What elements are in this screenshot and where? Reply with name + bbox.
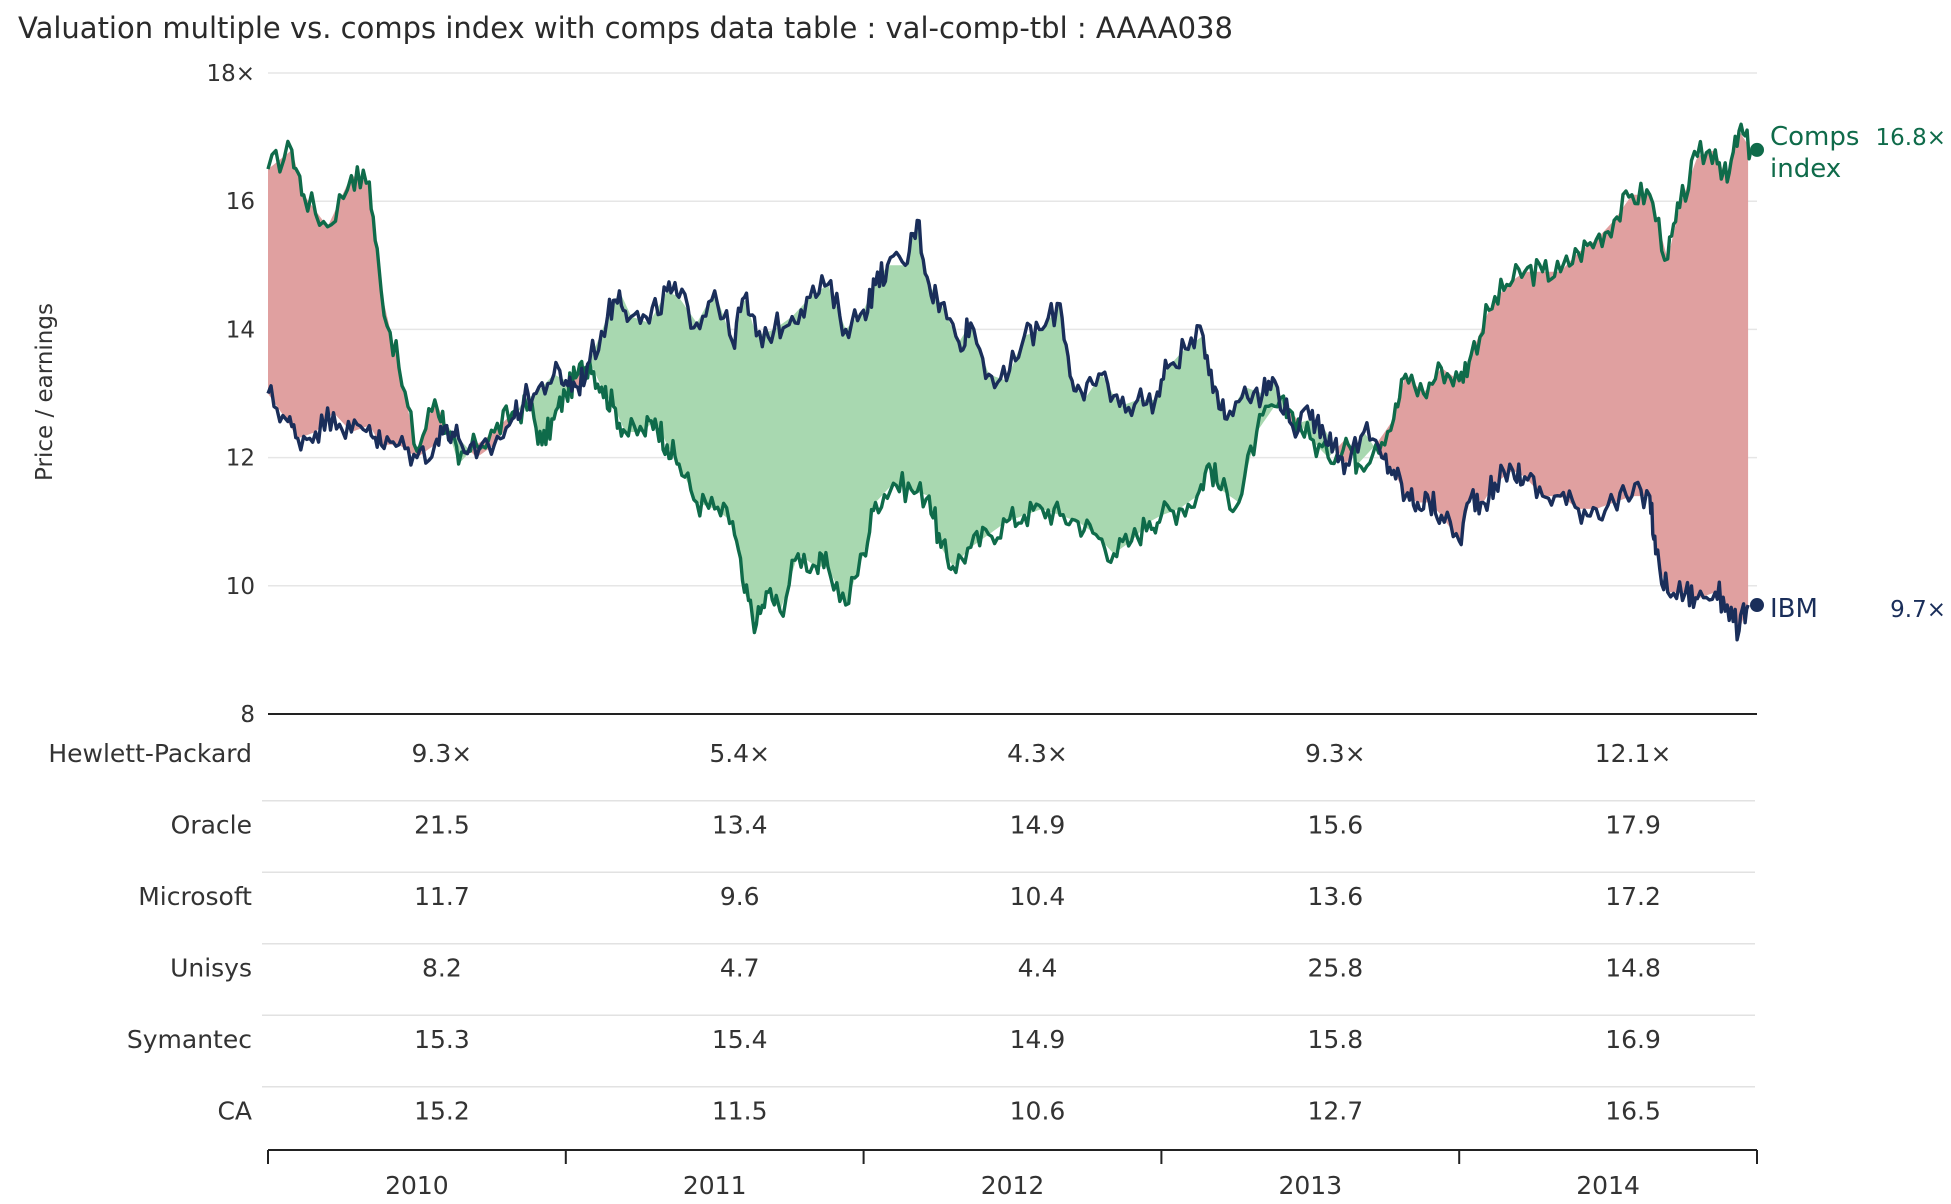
comps-series-label: Comps bbox=[1770, 122, 1859, 152]
y-tick-label: 14 bbox=[226, 317, 255, 343]
comps-series-label: index bbox=[1770, 154, 1841, 184]
comps-end-marker bbox=[1750, 142, 1764, 157]
y-tick-label: 10 bbox=[226, 574, 255, 600]
premium-area bbox=[1374, 132, 1749, 630]
y-tick-label: 16 bbox=[226, 189, 255, 215]
table-cell: 10.4 bbox=[1010, 882, 1066, 911]
x-tick-label: 2012 bbox=[981, 1171, 1045, 1200]
table-cell: 14.9 bbox=[1010, 1025, 1066, 1054]
x-axis: 2010 2011 2012 2013 2014 bbox=[267, 1149, 1758, 1200]
table-cell: 5.4× bbox=[709, 739, 770, 768]
table-row-label: Microsoft bbox=[138, 882, 252, 911]
table-cell: 12.7 bbox=[1307, 1097, 1363, 1126]
table-cell: 9.6 bbox=[720, 882, 760, 911]
x-tick-label: 2014 bbox=[1576, 1171, 1640, 1200]
x-tick-label: 2013 bbox=[1278, 1171, 1342, 1200]
table-cell: 11.7 bbox=[414, 882, 470, 911]
table-cell: 11.5 bbox=[712, 1097, 768, 1126]
y-tick-label: 18× bbox=[206, 61, 255, 87]
table-cell: 15.4 bbox=[712, 1025, 768, 1054]
x-tick-label: 2011 bbox=[683, 1171, 747, 1200]
y-axis: 8 10 12 14 16 18× bbox=[206, 61, 255, 728]
table-row-label: Symantec bbox=[127, 1025, 252, 1054]
premium-area bbox=[268, 150, 447, 458]
table-cell: 14.8 bbox=[1605, 954, 1661, 983]
table-cell: 17.2 bbox=[1605, 882, 1661, 911]
table-row-label: CA bbox=[217, 1097, 252, 1126]
ibm-line bbox=[266, 218, 1750, 642]
ibm-end-value: 9.7× bbox=[1890, 597, 1946, 623]
table-cell: 15.6 bbox=[1307, 811, 1363, 840]
table-cell: 15.2 bbox=[414, 1097, 470, 1126]
grid bbox=[268, 72, 1757, 715]
series-lines bbox=[266, 122, 1753, 642]
table-cell: 4.3× bbox=[1007, 739, 1068, 768]
table-row-label: Unisys bbox=[170, 954, 252, 983]
table-cell: 21.5 bbox=[414, 811, 470, 840]
ibm-end-marker bbox=[1750, 598, 1764, 613]
table-cell: 10.6 bbox=[1010, 1097, 1066, 1126]
table-row-label: Oracle bbox=[171, 811, 252, 840]
y-tick-label: 12 bbox=[226, 446, 255, 472]
table-cell: 16.5 bbox=[1605, 1097, 1661, 1126]
comps-end-value: 16.8× bbox=[1876, 125, 1946, 151]
table-cell: 15.8 bbox=[1307, 1025, 1363, 1054]
y-axis-title: Price / earnings bbox=[32, 303, 58, 481]
chart-title: Valuation multiple vs. comps index with … bbox=[18, 11, 1233, 45]
table-cell: 25.8 bbox=[1307, 954, 1363, 983]
table-cell: 17.9 bbox=[1605, 811, 1661, 840]
comps-index-line bbox=[266, 122, 1753, 635]
x-tick-label: 2010 bbox=[385, 1171, 449, 1200]
table-cell: 13.4 bbox=[712, 811, 768, 840]
table-cell: 14.9 bbox=[1010, 811, 1066, 840]
table-cell: 13.6 bbox=[1307, 882, 1363, 911]
table-cell: 12.1× bbox=[1595, 739, 1672, 768]
table-cell: 8.2 bbox=[422, 954, 462, 983]
table-cell: 4.7 bbox=[720, 954, 760, 983]
table-cell: 4.4 bbox=[1018, 954, 1058, 983]
table-row-label: Hewlett-Packard bbox=[48, 739, 252, 768]
comps-table: Hewlett-Packard 9.3× 5.4× 4.3× 9.3× 12.1× Orac… bbox=[48, 739, 1755, 1126]
table-cell: 9.3× bbox=[1305, 739, 1366, 768]
table-cell: 15.3 bbox=[414, 1025, 470, 1054]
discount-area bbox=[517, 374, 572, 445]
table-cell: 16.9 bbox=[1605, 1025, 1661, 1054]
y-tick-label: 8 bbox=[240, 702, 255, 728]
table-cell: 9.3× bbox=[412, 739, 473, 768]
ibm-series-label: IBM bbox=[1770, 594, 1818, 624]
discount-area bbox=[589, 221, 1287, 625]
